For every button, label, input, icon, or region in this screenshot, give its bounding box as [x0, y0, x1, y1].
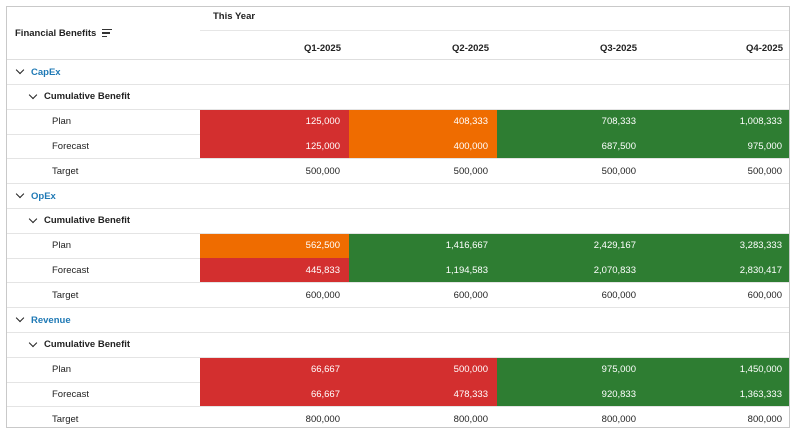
chevron-down-icon[interactable] — [15, 189, 25, 199]
group-row: Revenue — [7, 308, 789, 333]
value-cell[interactable]: 500,000 — [349, 357, 497, 382]
table-row: Forecast 125,000 400,000 687,500 975,000 — [7, 134, 789, 160]
value-cell[interactable]: 600,000 — [601, 289, 636, 301]
group-header[interactable]: Revenue — [15, 308, 71, 332]
header-row-period: This Year — [7, 7, 789, 31]
value-cell[interactable]: 800,000 — [601, 413, 636, 425]
row-label: Forecast — [52, 264, 89, 276]
value-cell[interactable]: 920,833 — [497, 382, 645, 407]
group-label[interactable]: CapEx — [31, 66, 61, 78]
row-label: Plan — [52, 240, 72, 252]
table-row: Forecast 445,833 1,194,583 2,070,833 2,830,4… — [7, 258, 789, 284]
value-cell[interactable]: 66,667 — [200, 357, 349, 382]
value-cell[interactable]: 600,000 — [305, 289, 340, 301]
subgroup-label: Cumulative Benefit — [44, 91, 131, 103]
table-row: Plan 66,667 500,000 975,000 1,450,000 — [7, 357, 789, 383]
chevron-down-icon[interactable] — [15, 313, 25, 323]
quarter-header-q3[interactable]: Q3-2025 — [600, 43, 637, 54]
row-label: Target — [52, 413, 79, 425]
chevron-down-icon[interactable] — [28, 338, 38, 348]
value-cell[interactable]: 2,830,417 — [645, 258, 789, 283]
value-cell[interactable]: 562,500 — [200, 233, 349, 258]
value-cell[interactable]: 500,000 — [601, 165, 636, 177]
value-cell[interactable]: 408,333 — [349, 109, 497, 134]
subgroup-row: Cumulative Benefit — [7, 333, 789, 358]
value-cell[interactable]: 1,450,000 — [645, 357, 789, 382]
row-label: Target — [52, 165, 79, 177]
table-row: Target 800,000 800,000 800,000 800,000 — [7, 407, 789, 427]
value-cell[interactable]: 125,000 — [200, 134, 349, 159]
value-cell[interactable]: 2,429,167 — [497, 233, 645, 258]
value-cell[interactable]: 3,283,333 — [645, 233, 789, 258]
value-cell[interactable]: 500,000 — [453, 165, 488, 177]
value-cell[interactable]: 687,500 — [497, 134, 645, 159]
value-cell[interactable]: 500,000 — [747, 165, 782, 177]
subgroup-header[interactable]: Cumulative Benefit — [28, 333, 131, 357]
value-cell[interactable]: 800,000 — [453, 413, 488, 425]
subgroup-header[interactable]: Cumulative Benefit — [28, 209, 131, 233]
value-cell[interactable]: 800,000 — [305, 413, 340, 425]
value-cell[interactable]: 708,333 — [497, 109, 645, 134]
group-label[interactable]: Revenue — [31, 314, 71, 326]
subgroup-header[interactable]: Cumulative Benefit — [28, 85, 131, 109]
header-row-quarters: Q1-2025 Q2-2025 Q3-2025 Q4-2025 — [7, 31, 789, 60]
group-label[interactable]: OpEx — [31, 190, 56, 202]
row-label: Target — [52, 289, 79, 301]
row-label: Forecast — [52, 140, 89, 152]
table-row: Plan 562,500 1,416,667 2,429,167 3,283,333 — [7, 233, 789, 259]
group-header[interactable]: CapEx — [15, 60, 61, 84]
value-cell[interactable]: 1,363,333 — [645, 382, 789, 407]
subgroup-row: Cumulative Benefit — [7, 85, 789, 110]
value-cell[interactable]: 445,833 — [200, 258, 349, 283]
period-label: This Year — [213, 11, 256, 22]
chevron-down-icon[interactable] — [15, 65, 25, 75]
value-cell[interactable]: 2,070,833 — [497, 258, 645, 283]
value-cell[interactable]: 125,000 — [200, 109, 349, 134]
quarter-header-q2[interactable]: Q2-2025 — [452, 43, 489, 54]
value-cell[interactable]: 600,000 — [453, 289, 488, 301]
table-row: Target 500,000 500,000 500,000 500,000 — [7, 159, 789, 185]
row-label: Plan — [52, 116, 72, 128]
value-cell[interactable]: 800,000 — [747, 413, 782, 425]
row-label: Plan — [52, 364, 72, 376]
value-cell[interactable]: 478,333 — [349, 382, 497, 407]
value-cell[interactable]: 1,194,583 — [349, 258, 497, 283]
group-header[interactable]: OpEx — [15, 184, 56, 208]
quarter-header-q1[interactable]: Q1-2025 — [304, 43, 341, 54]
corner-label: Financial Benefits — [15, 27, 97, 39]
subgroup-label: Cumulative Benefit — [44, 339, 131, 351]
subgroup-row: Cumulative Benefit — [7, 209, 789, 234]
table-row: Forecast 66,667 478,333 920,833 1,363,333 — [7, 382, 789, 408]
chevron-down-icon[interactable] — [28, 214, 38, 224]
value-cell[interactable]: 1,008,333 — [645, 109, 789, 134]
quarter-header-q4[interactable]: Q4-2025 — [746, 43, 783, 54]
group-row: CapEx — [7, 60, 789, 85]
value-cell[interactable]: 975,000 — [645, 134, 789, 159]
row-label: Forecast — [52, 388, 89, 400]
corner-header: Financial Benefits — [15, 25, 113, 41]
value-cell[interactable]: 600,000 — [747, 289, 782, 301]
value-cell[interactable]: 400,000 — [349, 134, 497, 159]
table-row: Plan 125,000 408,333 708,333 1,008,333 — [7, 109, 789, 135]
group-row: OpEx — [7, 184, 789, 209]
value-cell[interactable]: 1,416,667 — [349, 233, 497, 258]
subgroup-label: Cumulative Benefit — [44, 215, 131, 227]
value-cell[interactable]: 66,667 — [200, 382, 349, 407]
chevron-down-icon[interactable] — [28, 90, 38, 100]
financial-benefits-grid: This Year Q1-2025 Q2-2025 Q3-2025 Q4-202… — [6, 6, 790, 428]
value-cell[interactable]: 500,000 — [305, 165, 340, 177]
column-menu-icon[interactable] — [102, 29, 113, 37]
table-row: Target 600,000 600,000 600,000 600,000 — [7, 283, 789, 309]
value-cell[interactable]: 975,000 — [497, 357, 645, 382]
